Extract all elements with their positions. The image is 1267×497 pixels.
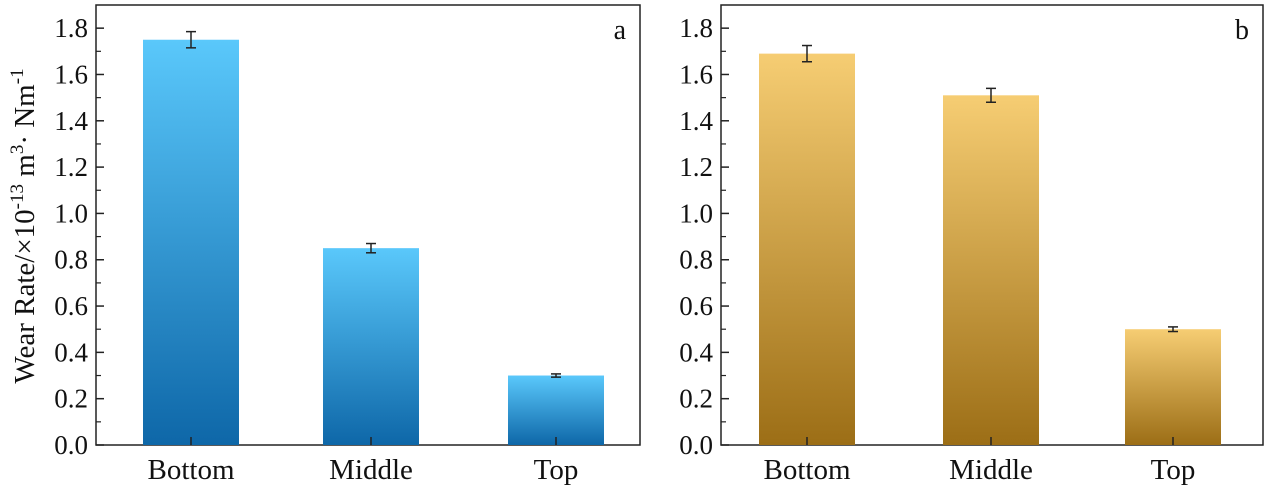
y-tick-label: 0.6: [54, 291, 88, 321]
bar-middle: [323, 248, 419, 445]
bar-top: [508, 375, 604, 445]
x-tick-label: Bottom: [147, 454, 234, 486]
y-tick-label: 1.0: [679, 198, 713, 228]
y-tick-label: 1.8: [679, 13, 713, 43]
bar-middle: [943, 95, 1039, 445]
y-tick-label: 0.0: [679, 430, 713, 460]
x-tick-label: Middle: [329, 454, 413, 486]
y-tick-label: 0.4: [54, 337, 88, 367]
y-axis-title: Wear Rate/×10-13 m3· Nm-1: [7, 68, 41, 383]
panel-label: b: [1235, 15, 1249, 46]
y-tick-label: 1.4: [54, 106, 88, 136]
chart-panel-b: 0.0 0.2 0.4 0.6 0.8 1.0 1.2 1.4 1.6 1.8 Bottom Midd…: [679, 4, 1264, 486]
y-tick-label: 1.0: [54, 198, 88, 228]
y-tick-label: 0.2: [679, 384, 713, 414]
bar-bottom: [759, 53, 855, 445]
y-tick-label: 0.6: [679, 291, 713, 321]
x-tick-label: Top: [534, 454, 579, 486]
y-tick-label: 0.2: [54, 384, 88, 414]
y-tick-label: 0.8: [54, 245, 88, 275]
y-tick-label: 1.6: [679, 59, 713, 89]
y-tick-label: 0.8: [679, 245, 713, 275]
y-tick-label: 1.6: [54, 59, 88, 89]
bar-top: [1125, 329, 1221, 445]
y-tick-label: 0.0: [54, 430, 88, 460]
y-tick-label: 1.8: [54, 13, 88, 43]
y-tick-label: 1.2: [54, 152, 88, 182]
bar-bottom: [143, 39, 239, 445]
y-tick-label: 0.4: [679, 337, 713, 367]
x-tick-label: Middle: [949, 454, 1033, 486]
y-tick-label: 1.2: [679, 152, 713, 182]
x-tick-label: Top: [1151, 454, 1196, 486]
chart-panel-a: 0.0 0.2 0.4 0.6 0.8 1.0 1.2 1.4 1.6 1.8 Bottom Midd…: [54, 4, 641, 486]
panel-label: a: [614, 15, 627, 46]
y-tick-label: 1.4: [679, 106, 713, 136]
x-tick-label: Bottom: [763, 454, 850, 486]
